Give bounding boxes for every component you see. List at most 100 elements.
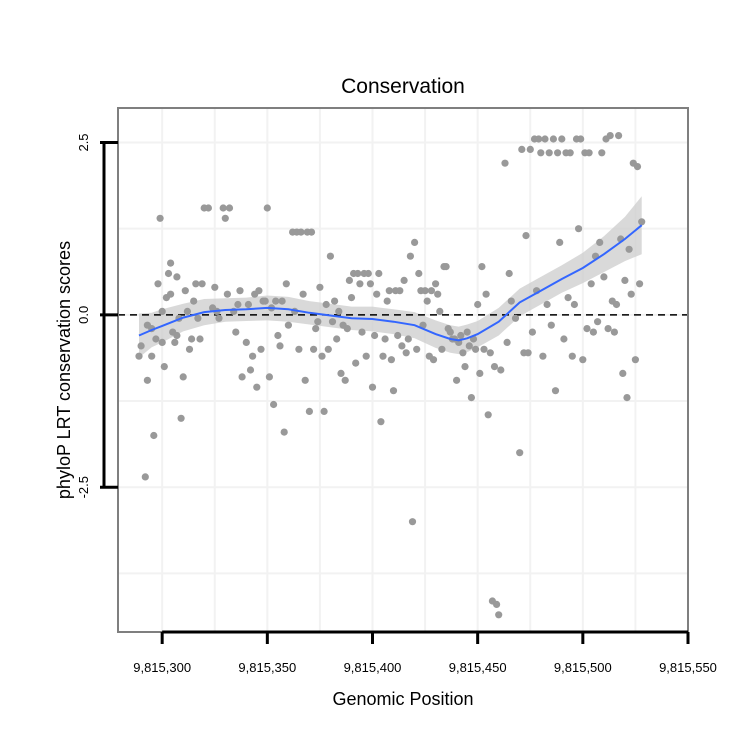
- data-point: [310, 345, 318, 353]
- data-point: [225, 204, 234, 212]
- x-axis: 9,815,300 9,815,350 9,815,400 9,815,450 9,81…: [133, 630, 717, 675]
- data-point: [465, 342, 473, 350]
- data-point: [625, 245, 633, 253]
- data-point: [236, 287, 244, 295]
- data-point: [541, 135, 549, 143]
- data-point: [253, 383, 261, 391]
- data-points: [135, 132, 646, 619]
- data-point: [341, 376, 349, 384]
- data-point: [535, 135, 543, 143]
- data-point: [242, 338, 250, 346]
- data-point: [307, 228, 316, 236]
- data-point: [324, 345, 332, 353]
- data-point: [398, 342, 406, 350]
- data-point: [537, 149, 545, 157]
- data-point: [135, 352, 143, 360]
- data-point: [543, 300, 551, 309]
- data-point: [446, 328, 454, 336]
- data-point: [436, 307, 444, 315]
- data-point: [606, 132, 614, 140]
- x-axis-title: Genomic Position: [332, 689, 473, 709]
- x-tick-label: 9,815,350: [238, 660, 296, 675]
- data-point: [257, 345, 265, 353]
- data-point: [204, 204, 212, 212]
- data-point: [137, 342, 145, 350]
- data-point: [459, 349, 467, 357]
- data-point: [265, 373, 273, 381]
- data-point: [368, 383, 377, 391]
- y-tick-label: 2.5: [76, 133, 91, 151]
- data-point: [408, 518, 417, 526]
- data-point: [278, 297, 286, 305]
- data-point: [244, 300, 252, 309]
- data-point: [215, 314, 223, 322]
- data-point: [328, 318, 337, 326]
- data-point: [284, 321, 292, 329]
- data-point: [394, 331, 402, 340]
- data-point: [438, 345, 446, 353]
- data-point: [356, 280, 364, 288]
- data-point: [171, 338, 179, 346]
- data-point: [280, 428, 288, 436]
- data-point: [526, 145, 534, 153]
- data-point: [167, 259, 175, 267]
- data-point: [604, 325, 612, 333]
- data-point: [234, 300, 242, 309]
- data-point: [301, 376, 309, 384]
- x-tick-label: 9,815,500: [554, 660, 612, 675]
- data-point: [371, 331, 379, 340]
- data-point: [270, 400, 278, 409]
- data-point: [585, 149, 593, 157]
- data-point: [152, 335, 160, 343]
- data-point: [495, 611, 503, 619]
- data-point: [150, 431, 158, 440]
- data-point: [490, 363, 499, 371]
- data-point: [507, 297, 515, 305]
- data-point: [295, 345, 303, 353]
- data-point: [320, 407, 328, 415]
- data-point: [587, 280, 595, 288]
- data-point: [383, 297, 391, 305]
- data-point: [261, 297, 269, 305]
- data-point: [381, 335, 389, 343]
- data-point: [148, 352, 156, 360]
- x-tick-label: 9,815,300: [133, 660, 191, 675]
- data-point: [427, 287, 435, 295]
- data-point: [518, 145, 526, 153]
- data-point: [198, 280, 206, 288]
- data-point: [211, 283, 219, 291]
- y-tick-label: 0.0: [76, 306, 91, 324]
- data-point: [158, 307, 166, 315]
- data-point: [173, 273, 181, 281]
- data-point: [183, 307, 191, 315]
- data-point: [579, 356, 587, 364]
- data-point: [379, 352, 387, 360]
- data-point: [255, 287, 263, 295]
- data-point: [223, 290, 231, 298]
- data-point: [568, 352, 576, 360]
- data-point: [415, 269, 423, 278]
- data-point: [333, 335, 341, 343]
- data-point: [282, 280, 290, 288]
- data-point: [345, 276, 353, 284]
- data-point: [389, 387, 398, 395]
- data-point: [396, 287, 404, 295]
- data-point: [385, 287, 393, 295]
- data-point: [312, 325, 320, 333]
- data-point: [154, 280, 162, 288]
- data-point: [347, 294, 356, 302]
- y-tick-label: -2.5: [76, 476, 91, 498]
- data-point: [377, 418, 385, 426]
- data-point: [272, 297, 280, 305]
- data-point: [522, 232, 530, 240]
- data-point: [164, 269, 173, 278]
- data-point: [501, 159, 509, 167]
- data-point: [158, 338, 166, 346]
- data-point: [461, 363, 469, 371]
- data-point: [474, 300, 482, 309]
- data-point: [423, 297, 431, 305]
- data-point: [232, 328, 240, 336]
- data-point: [274, 331, 282, 340]
- data-point: [551, 387, 560, 395]
- data-point: [623, 394, 631, 402]
